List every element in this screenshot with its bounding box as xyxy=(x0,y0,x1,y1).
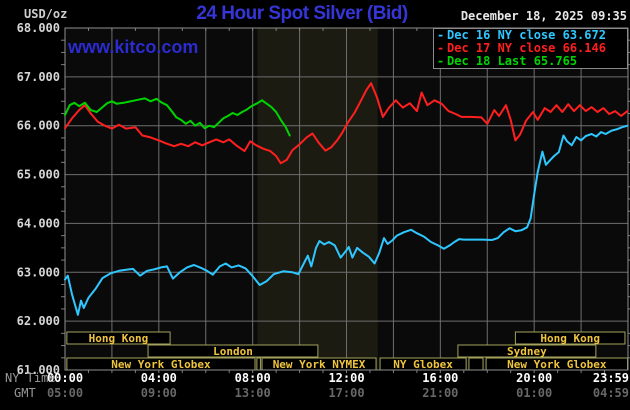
nymex-session-band xyxy=(257,28,378,370)
session-label: New York Globex xyxy=(507,358,607,371)
x-tick-label-gmt: 04:59 xyxy=(593,386,629,400)
legend-label-dec18: Dec 18 Last 65.765 xyxy=(447,54,578,68)
x-tick-label-gmt: 21:00 xyxy=(422,386,458,400)
x-axis-row1-name: NY Time xyxy=(5,371,56,385)
legend-row-dec16: - Dec 16 NY close 63.672 xyxy=(434,29,627,42)
legend-label-dec16: Dec 16 NY close 63.672 xyxy=(447,28,606,42)
dash-icon: - xyxy=(437,41,445,55)
y-tick-label: 68.000 xyxy=(17,21,60,35)
series-line-dec-18 xyxy=(64,97,291,137)
x-axis-row2-name: GMT xyxy=(14,386,36,400)
session-box xyxy=(66,331,171,345)
x-tick-label-gmt: 01:00 xyxy=(516,386,552,400)
session-label: London xyxy=(213,345,253,358)
session-label: New York NYMEX xyxy=(273,358,366,371)
y-axis-unit-label: USD/oz xyxy=(24,7,68,21)
session-label: Hong Kong xyxy=(540,332,600,345)
y-tick-label: 66.000 xyxy=(17,119,60,133)
session-label: NY Globex xyxy=(393,358,453,371)
y-tick-label: 67.000 xyxy=(17,70,60,84)
y-tick-label: 62.000 xyxy=(17,314,60,328)
x-tick-label-ny: 20:00 xyxy=(516,371,552,385)
session-box xyxy=(468,357,484,371)
session-label: Sydney xyxy=(507,345,547,358)
x-tick-label-ny: 08:00 xyxy=(235,371,271,385)
y-tick-label: 63.000 xyxy=(17,265,60,279)
legend-box: - Dec 16 NY close 63.672 - Dec 17 NY close… xyxy=(433,28,628,69)
legend-row-dec17: - Dec 17 NY close 66.146 xyxy=(434,42,627,55)
x-tick-label-ny: 23:59 xyxy=(593,371,629,385)
session-label: Hong Kong xyxy=(89,332,149,345)
legend-label-dec17: Dec 17 NY close 66.146 xyxy=(447,41,606,55)
x-tick-label-gmt: 09:00 xyxy=(141,386,177,400)
y-tick-label: 61.000 xyxy=(17,363,60,377)
series-line-dec-16 xyxy=(64,124,629,316)
dash-icon: - xyxy=(437,54,445,68)
x-tick-label-ny: 12:00 xyxy=(328,371,364,385)
x-tick-label-gmt: 05:00 xyxy=(47,386,83,400)
y-tick-label: 65.000 xyxy=(17,168,60,182)
x-tick-label-ny: 04:00 xyxy=(141,371,177,385)
kitco-watermark-link[interactable]: www.kitco.com xyxy=(68,37,199,57)
session-label: New York Globex xyxy=(111,358,211,371)
series-line-dec-17 xyxy=(64,82,629,165)
x-tick-label-ny: 16:00 xyxy=(422,371,458,385)
chart-datetime: December 18, 2025 09:35 xyxy=(460,9,627,23)
session-box xyxy=(256,357,261,371)
y-tick-label: 64.000 xyxy=(17,216,60,230)
legend-row-dec18: - Dec 18 Last 65.765 xyxy=(434,55,627,68)
session-box xyxy=(147,344,319,358)
x-tick-label-gmt: 17:00 xyxy=(328,386,364,400)
x-tick-label-ny: 00:00 xyxy=(47,371,83,385)
plot-border xyxy=(64,27,629,371)
dash-icon: - xyxy=(437,28,445,42)
x-tick-label-gmt: 13:00 xyxy=(235,386,271,400)
page-title: 24 Hour Spot Silver (Bid) xyxy=(196,3,408,24)
session-box xyxy=(457,344,597,358)
session-box xyxy=(514,331,626,345)
